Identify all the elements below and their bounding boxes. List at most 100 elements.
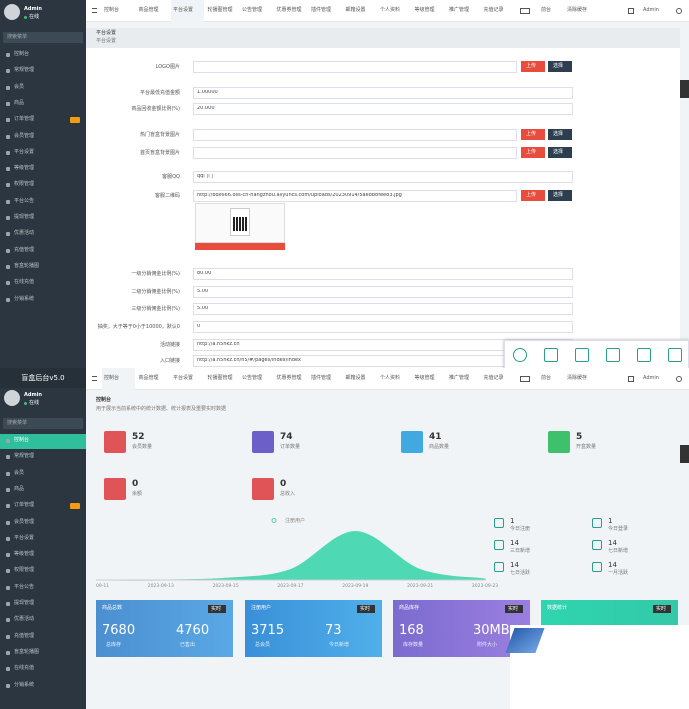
menu-label[interactable]: 盲盒轮播图: [14, 262, 40, 269]
form-value[interactable]: http://a.h5hkz.cn: [197, 342, 240, 347]
form-value[interactable]: 5.00: [197, 289, 209, 294]
form-input[interactable]: [193, 321, 573, 333]
toolbar-icon[interactable]: [606, 348, 620, 362]
upload-button[interactable]: 上传: [521, 147, 545, 158]
form-input[interactable]: [193, 61, 517, 73]
form-input[interactable]: [193, 171, 573, 183]
menu-label[interactable]: 优惠活动: [14, 616, 35, 623]
menu-label[interactable]: 平台设置: [14, 148, 35, 155]
top-link[interactable]: Admin: [643, 7, 659, 13]
menu-label[interactable]: 分销系统: [14, 681, 35, 688]
nav-tab-label[interactable]: 公告管理: [242, 375, 263, 381]
toolbar-icon[interactable]: [513, 348, 527, 362]
form-input[interactable]: [193, 286, 573, 298]
toolbar-icon[interactable]: [668, 348, 682, 362]
form-input[interactable]: [193, 87, 573, 99]
delete-button[interactable]: [195, 243, 285, 250]
menu-toggle[interactable]: [92, 8, 97, 13]
menu-label[interactable]: 平台公告: [14, 197, 35, 204]
form-value[interactable]: 80.00: [197, 271, 212, 276]
nav-tab-label[interactable]: 商品管理: [138, 7, 159, 13]
menu-label[interactable]: 会员管理: [14, 132, 35, 139]
menu-label[interactable]: 权限管理: [14, 567, 35, 574]
nav-tab-label[interactable]: 公告管理: [242, 7, 263, 13]
nav-tab[interactable]: [171, 0, 204, 22]
menu-label[interactable]: 充值管理: [14, 246, 35, 253]
menu-label[interactable]: 控制台: [14, 51, 30, 57]
menu-item[interactable]: [0, 434, 86, 449]
upload-button[interactable]: 上传: [521, 61, 545, 72]
menu-label[interactable]: 会员: [14, 83, 25, 90]
nav-tab-label[interactable]: 个人资料: [380, 375, 401, 381]
top-link[interactable]: 清除缓存: [567, 7, 588, 13]
nav-tab-label[interactable]: 轮播图管理: [207, 375, 233, 381]
form-value[interactable]: 1.00000: [197, 90, 218, 95]
top-link[interactable]: 前台: [541, 7, 552, 13]
menu-label[interactable]: 在线充值: [14, 279, 35, 286]
nav-tab-label[interactable]: 平台设置: [173, 375, 194, 381]
nav-tab-label[interactable]: 推广管理: [449, 375, 470, 381]
nav-tab-label[interactable]: 控制台: [104, 7, 120, 13]
search-box[interactable]: 搜索菜单: [3, 32, 83, 43]
form-input[interactable]: [193, 303, 573, 315]
menu-label[interactable]: 等级管理: [14, 165, 35, 172]
nav-tab-label[interactable]: 轮播图管理: [207, 7, 233, 13]
toolbar-icon[interactable]: [575, 348, 589, 362]
nav-tab-label[interactable]: 平台设置: [173, 7, 194, 13]
select-button[interactable]: 选择: [548, 61, 572, 72]
form-value[interactable]: qq门门: [197, 174, 214, 179]
search-box[interactable]: 搜索菜单: [3, 418, 83, 429]
menu-label[interactable]: 会员: [14, 469, 25, 476]
upload-button[interactable]: 上传: [521, 190, 545, 201]
nav-tab-label[interactable]: 充值记录: [483, 7, 504, 13]
menu-label[interactable]: 常规管理: [14, 67, 35, 74]
nav-tab-label[interactable]: 插件管理: [311, 375, 332, 381]
form-value[interactable]: 0: [197, 324, 201, 329]
form-input[interactable]: [193, 103, 573, 115]
menu-label[interactable]: 平台设置: [14, 534, 35, 541]
menu-label[interactable]: 商品: [14, 485, 25, 492]
nav-tab-label[interactable]: 充值记录: [483, 375, 504, 381]
form-value[interactable]: 5.00: [197, 306, 209, 311]
top-link[interactable]: 清除缓存: [567, 375, 588, 381]
nav-tab-label[interactable]: 个人资料: [380, 7, 401, 13]
menu-label[interactable]: 权限管理: [14, 181, 35, 188]
menu-label[interactable]: 在线充值: [14, 665, 35, 672]
menu-label[interactable]: 常规管理: [14, 453, 35, 460]
menu-label[interactable]: 商品: [14, 99, 25, 106]
menu-label[interactable]: 等级管理: [14, 551, 35, 558]
menu-label[interactable]: 订单管理: [14, 502, 35, 509]
form-input[interactable]: [193, 147, 517, 159]
menu-label[interactable]: 会员管理: [14, 518, 35, 525]
menu-label[interactable]: 平台公告: [14, 583, 35, 590]
nav-tab-label[interactable]: 推广管理: [449, 7, 470, 13]
select-button[interactable]: 选择: [548, 147, 572, 158]
toolbar-icon[interactable]: [544, 348, 558, 362]
nav-tab-label[interactable]: 邮箱设置: [345, 375, 366, 381]
nav-tab-label[interactable]: 优惠券管理: [276, 375, 302, 381]
top-link[interactable]: 前台: [541, 375, 552, 381]
toolbar-icon[interactable]: [637, 348, 651, 362]
select-button[interactable]: 选择: [548, 190, 572, 201]
form-input[interactable]: [193, 129, 517, 141]
menu-label[interactable]: 提现管理: [14, 600, 35, 606]
menu-label[interactable]: 优惠活动: [14, 230, 35, 237]
nav-tab-label[interactable]: 插件管理: [311, 7, 332, 13]
nav-tab-label[interactable]: 控制台: [104, 375, 120, 381]
nav-tab[interactable]: [102, 368, 135, 390]
menu-label[interactable]: 分销系统: [14, 295, 35, 302]
top-link[interactable]: Admin: [643, 375, 659, 381]
nav-tab-label[interactable]: 商品管理: [138, 375, 159, 381]
nav-tab-label[interactable]: 等级管理: [414, 7, 435, 13]
form-value[interactable]: http://box666.oss-cn-hangzhou.aliyuncs.c…: [197, 193, 402, 198]
upload-button[interactable]: 上传: [521, 129, 545, 140]
menu-label[interactable]: 提现管理: [14, 214, 35, 220]
form-value[interactable]: 20.000: [197, 106, 215, 111]
menu-toggle[interactable]: [92, 376, 97, 381]
form-value[interactable]: http://a.h5hkz.cn/h5/#/pages/index/index: [197, 358, 301, 363]
nav-tab-label[interactable]: 邮箱设置: [345, 7, 366, 13]
menu-label[interactable]: 订单管理: [14, 116, 35, 123]
menu-label[interactable]: 盲盒轮播图: [14, 648, 40, 655]
menu-label[interactable]: 控制台: [14, 437, 30, 443]
form-input[interactable]: [193, 190, 517, 202]
